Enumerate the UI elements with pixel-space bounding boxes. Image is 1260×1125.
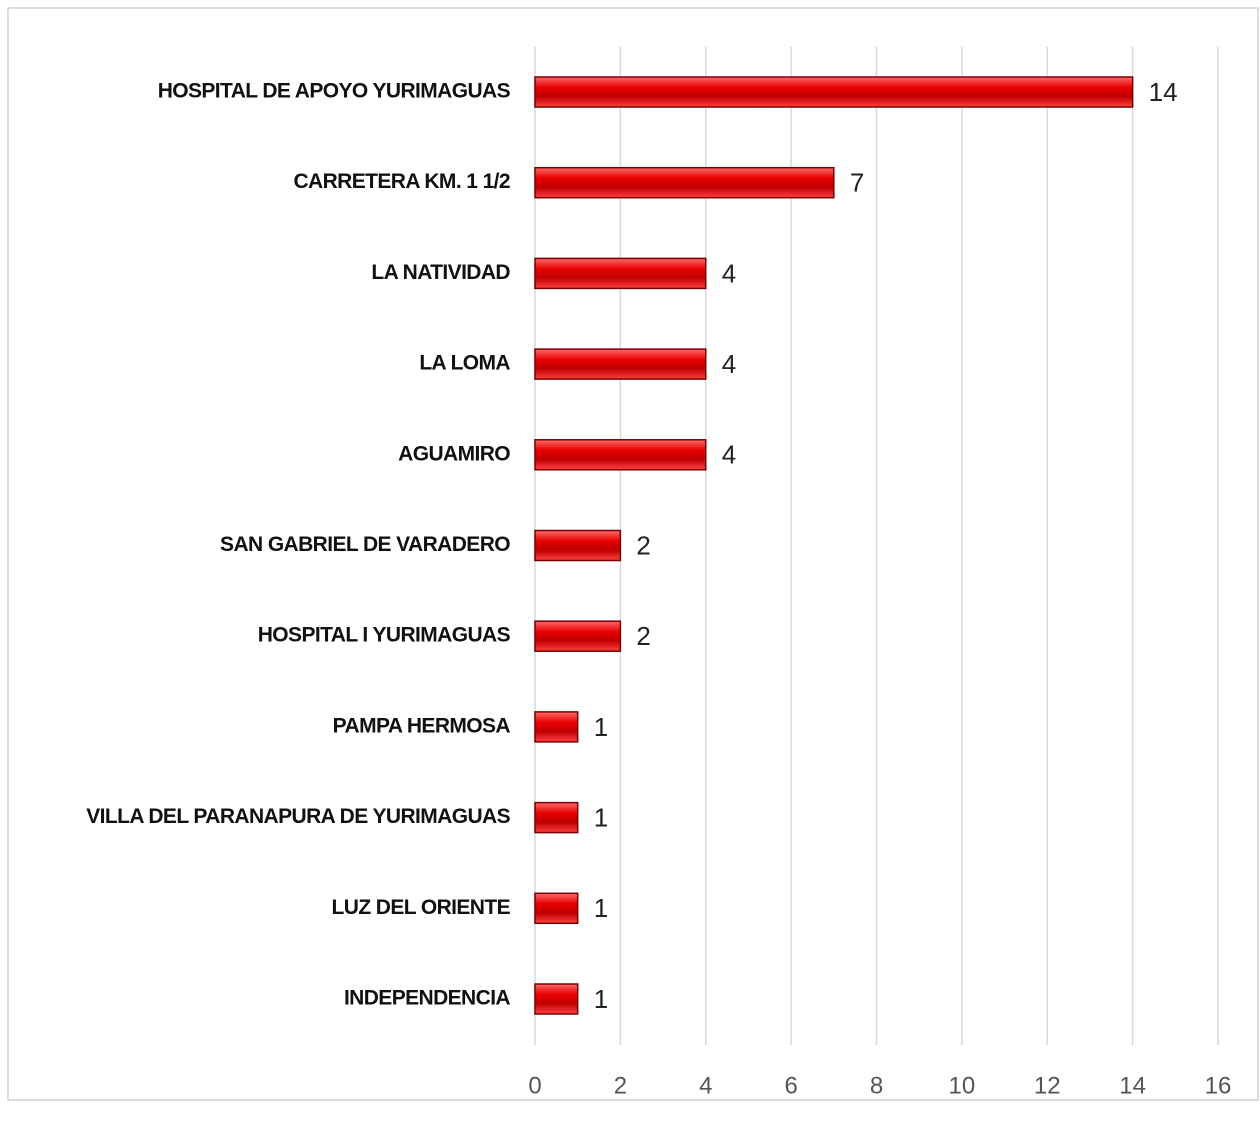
y-tick-label: AGUAMIRO	[398, 442, 510, 465]
value-label: 4	[722, 440, 736, 470]
y-tick-label: INDEPENDENCIA	[344, 987, 510, 1010]
x-tick-label: 0	[528, 1072, 541, 1099]
bar	[534, 439, 707, 471]
bar	[534, 711, 579, 743]
value-label: 1	[594, 984, 608, 1014]
value-label: 2	[636, 621, 650, 651]
x-tick-label: 14	[1119, 1072, 1146, 1099]
x-tick-label: 10	[949, 1072, 976, 1099]
bar	[534, 801, 579, 834]
bar	[534, 257, 707, 290]
chart-border	[7, 7, 1259, 1101]
bar	[534, 166, 835, 199]
bar	[534, 620, 622, 652]
value-label: 4	[722, 258, 736, 288]
bar	[534, 983, 579, 1015]
value-label: 2	[636, 530, 650, 560]
value-label: 14	[1149, 77, 1178, 107]
y-tick-label: PAMPA HERMOSA	[333, 714, 511, 737]
value-label: 1	[594, 802, 608, 832]
value-label: 1	[594, 712, 608, 742]
x-tick-label: 8	[870, 1072, 883, 1099]
value-label: 1	[594, 893, 608, 923]
y-tick-label: CARRETERA KM. 1 1/2	[293, 170, 510, 193]
y-tick-label: VILLA DEL PARANAPURA DE YURIMAGUAS	[86, 805, 510, 828]
x-tick-label: 2	[614, 1072, 627, 1099]
bar	[534, 892, 579, 925]
bar	[534, 529, 622, 562]
y-tick-label: LUZ DEL ORIENTE	[332, 896, 511, 919]
y-tick-label: HOSPITAL I YURIMAGUAS	[258, 624, 511, 647]
y-tick-label: HOSPITAL DE APOYO YURIMAGUAS	[158, 80, 511, 103]
value-label: 7	[850, 168, 864, 198]
x-tick-label: 12	[1034, 1072, 1061, 1099]
y-tick-label: SAN GABRIEL DE VARADERO	[220, 533, 510, 556]
x-tick-label: 16	[1205, 1072, 1232, 1099]
y-tick-label: LA NATIVIDAD	[371, 261, 510, 284]
x-tick-label: 6	[784, 1072, 797, 1099]
bar	[534, 348, 707, 380]
value-label: 4	[722, 349, 736, 379]
x-tick-label: 4	[699, 1072, 712, 1099]
y-tick-label: LA LOMA	[419, 352, 510, 375]
bar	[534, 76, 1134, 108]
